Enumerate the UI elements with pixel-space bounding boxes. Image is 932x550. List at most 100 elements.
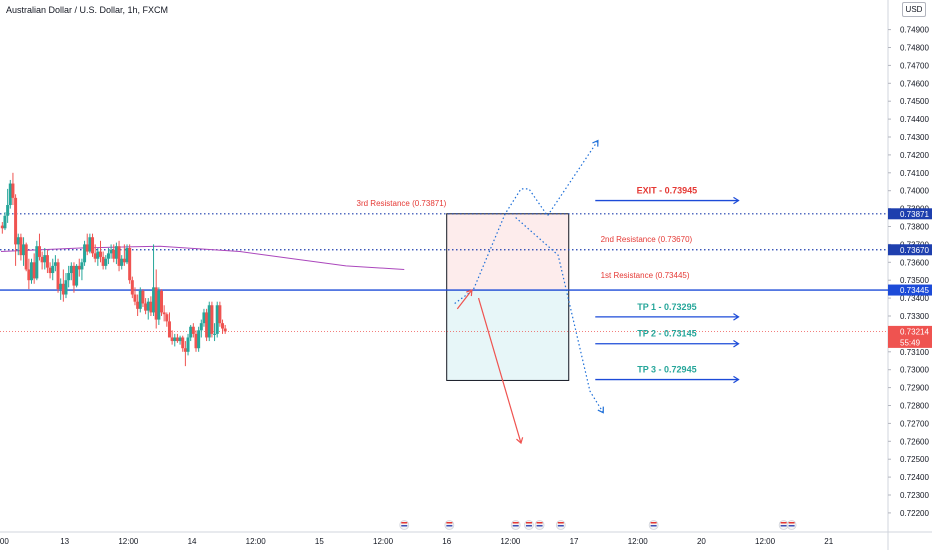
- candle-body: [210, 305, 214, 334]
- candle-body: [80, 262, 84, 270]
- price-tick-label: 0.74200: [900, 151, 929, 160]
- candle-body: [152, 287, 156, 313]
- time-tick-label: 16: [442, 537, 451, 546]
- currency-badge[interactable]: USD: [902, 2, 926, 17]
- price-tick-label: 0.74000: [900, 187, 929, 196]
- candle-body: [45, 255, 49, 268]
- time-tick-label: 14: [188, 537, 197, 546]
- candle-body: [101, 256, 105, 266]
- candle-body: [11, 183, 15, 198]
- candle-body: [104, 258, 108, 266]
- price-tick-label: 0.72200: [900, 509, 929, 518]
- price-tick-label: 0.72900: [900, 384, 929, 393]
- price-tag-r3: 0.73871: [900, 210, 929, 219]
- time-tick-label: 12:00: [755, 537, 776, 546]
- event-flag-stripe: [536, 525, 543, 527]
- risk-box-upper[interactable]: [446, 213, 570, 291]
- price-tick-label: 0.73600: [900, 258, 929, 267]
- price-tick-label: 0.74100: [900, 169, 929, 178]
- candle-body: [125, 247, 129, 263]
- price-tick-label: 0.74300: [900, 133, 929, 142]
- price-tick-label: 0.72300: [900, 491, 929, 500]
- price-tick-label: 0.74500: [900, 97, 929, 106]
- event-flag-stripe: [780, 522, 787, 524]
- candle-body: [183, 348, 187, 352]
- time-tick-label: 17: [570, 537, 579, 546]
- price-tag-current: 0.73214: [900, 327, 929, 336]
- candle-body: [223, 328, 227, 332]
- candle-body: [213, 333, 217, 335]
- candle-body: [167, 321, 171, 338]
- price-tick-label: 0.74400: [900, 115, 929, 124]
- candle-body: [67, 273, 71, 281]
- candle-body: [48, 267, 52, 274]
- candle-body: [6, 205, 10, 216]
- reward-box-lower[interactable]: [446, 289, 570, 381]
- candle-body: [205, 312, 209, 338]
- candle-body: [157, 290, 161, 320]
- tp2-target-label: TP 2 - 0.73145: [637, 329, 696, 339]
- candle-body: [43, 255, 47, 263]
- candle-body: [56, 262, 60, 290]
- price-tick-label: 0.72600: [900, 437, 929, 446]
- price-tick-label: 0.72800: [900, 402, 929, 411]
- candle-body: [69, 265, 73, 274]
- candle-body: [19, 237, 23, 256]
- candle-body: [221, 323, 225, 329]
- bearish-arrowhead: [516, 437, 524, 445]
- candle-body: [106, 253, 110, 259]
- time-tick-label: 2:00: [0, 537, 9, 546]
- entry-arrow-line: [456, 289, 473, 310]
- candle-body: [170, 337, 174, 342]
- resistance-3-label: 3rd Resistance (0.73871): [357, 199, 447, 208]
- time-tick-label: 13: [60, 537, 69, 546]
- candle-body: [8, 183, 12, 206]
- candle-body: [14, 197, 18, 245]
- price-tick-label: 0.74600: [900, 79, 929, 88]
- candle-body: [122, 258, 126, 263]
- price-tick-label: 0.72500: [900, 455, 929, 464]
- event-flag-stripe: [557, 525, 564, 527]
- candle-body: [133, 294, 137, 302]
- price-tag-r1: 0.73445: [900, 286, 929, 295]
- event-flag-stripe: [557, 522, 564, 524]
- candle-body: [72, 265, 76, 286]
- candle-body: [194, 333, 198, 349]
- candle-body: [144, 303, 148, 311]
- event-flag-stripe: [788, 525, 795, 527]
- projection-arrowhead-up: [592, 139, 599, 147]
- resistance-2-label: 2nd Resistance (0.73670): [601, 235, 693, 244]
- candle-body: [117, 246, 121, 266]
- candle-body: [112, 249, 116, 259]
- event-flag-stripe: [401, 522, 408, 524]
- chart-title: Australian Dollar / U.S. Dollar, 1h, FXC…: [6, 5, 169, 15]
- candle-body: [141, 290, 145, 304]
- price-tick-label: 0.74700: [900, 61, 929, 70]
- exit-target-label: EXIT - 0.73945: [637, 186, 698, 196]
- tp3-target-arrowhead: [733, 375, 740, 384]
- candle-body: [165, 314, 169, 322]
- candle-body: [191, 326, 195, 334]
- candle-body: [30, 262, 34, 281]
- candle-body: [162, 312, 166, 315]
- time-tick-label: 12:00: [500, 537, 521, 546]
- candle-body: [35, 246, 39, 279]
- candle-body: [83, 244, 87, 263]
- candle-body: [93, 253, 97, 259]
- event-flag-stripe: [650, 522, 657, 524]
- candle-body: [85, 244, 89, 252]
- time-tick-label: 12:00: [628, 537, 649, 546]
- exit-target-arrowhead: [733, 196, 740, 205]
- bearish-arrow-line[interactable]: [477, 297, 522, 444]
- event-flag-stripe: [536, 522, 543, 524]
- candle-body: [175, 337, 179, 342]
- time-tick-label: 12:00: [373, 537, 394, 546]
- price-tag-current-bg: [888, 325, 932, 348]
- candle-body: [173, 337, 177, 342]
- price-tick-label: 0.73500: [900, 276, 929, 285]
- projection-path-alternate[interactable]: [515, 217, 604, 413]
- price-tick-label: 0.73800: [900, 223, 929, 232]
- candle-body: [154, 287, 158, 320]
- price-tick-label: 0.72400: [900, 473, 929, 482]
